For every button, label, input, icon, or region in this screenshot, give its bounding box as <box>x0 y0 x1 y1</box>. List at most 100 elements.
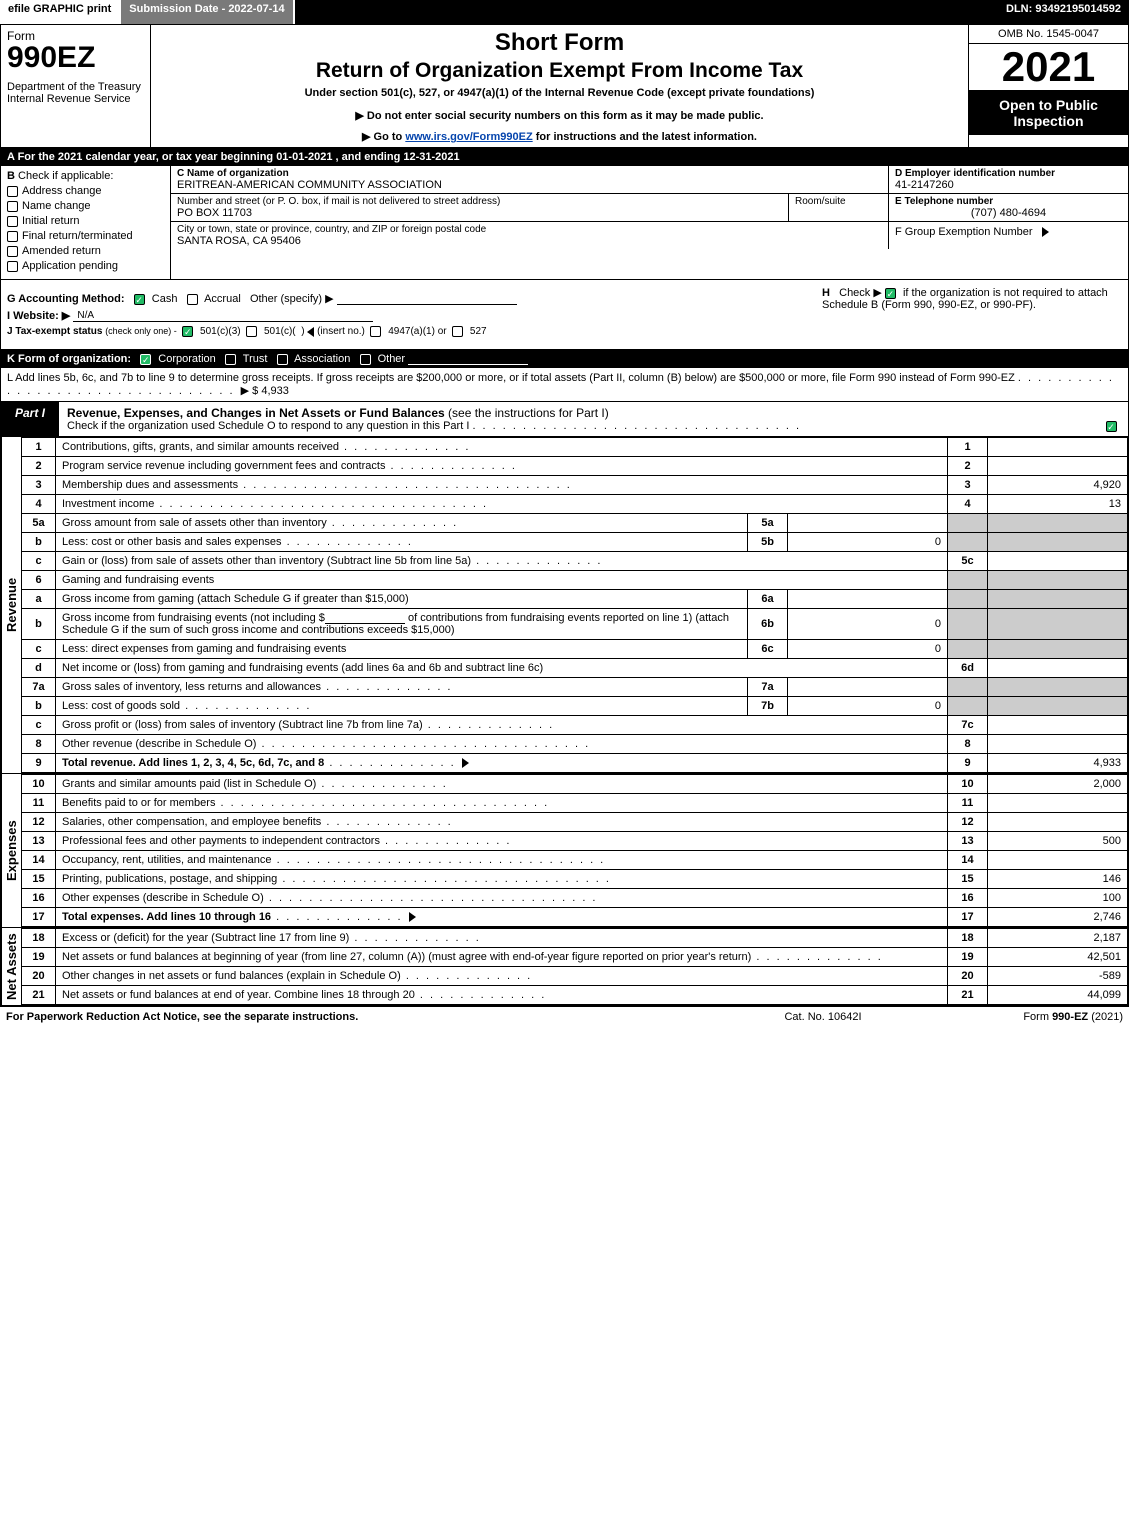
opt-application-pending[interactable]: Application pending <box>7 260 164 272</box>
line-5b: bLess: cost or other basis and sales exp… <box>22 533 1128 552</box>
d-cell: D Employer identification number 41-2147… <box>888 166 1128 193</box>
checkbox-icon[interactable] <box>7 201 18 212</box>
line-13: 13Professional fees and other payments t… <box>22 832 1128 851</box>
g-other: Other (specify) ▶ <box>250 293 334 305</box>
netassets-vlabel: Net Assets <box>1 928 21 1005</box>
footer-mid: Cat. No. 10642I <box>723 1011 923 1023</box>
checkbox-h-icon[interactable] <box>885 288 896 299</box>
line-amt <box>988 851 1128 870</box>
line-amt <box>988 659 1128 678</box>
subtitle-3: ▶ Go to www.irs.gov/Form990EZ for instru… <box>157 130 962 143</box>
g-other-input[interactable] <box>337 293 517 305</box>
line-ref: 1 <box>948 438 988 457</box>
line-9: 9Total revenue. Add lines 1, 2, 3, 4, 5c… <box>22 754 1128 773</box>
line-desc: Occupancy, rent, utilities, and maintena… <box>62 854 272 866</box>
line-6d: dNet income or (loss) from gaming and fu… <box>22 659 1128 678</box>
subtitle-1: Under section 501(c), 527, or 4947(a)(1)… <box>157 87 962 99</box>
line-desc: Other expenses (describe in Schedule O) <box>62 892 264 904</box>
arrow-icon <box>462 758 469 768</box>
opt-final-return[interactable]: Final return/terminated <box>7 230 164 242</box>
section-ghij: G Accounting Method: Cash Accrual Other … <box>1 280 1128 350</box>
netassets-table: 18Excess or (deficit) for the year (Subt… <box>21 928 1128 1005</box>
checkbox-4947-icon[interactable] <box>370 326 381 337</box>
line-8: 8Other revenue (describe in Schedule O)8 <box>22 735 1128 754</box>
footer-right-bold: 990-EZ <box>1052 1011 1088 1023</box>
header: Form 990EZ Department of the Treasury In… <box>1 25 1128 148</box>
line-amt: 500 <box>988 832 1128 851</box>
checkbox-other-icon[interactable] <box>360 354 371 365</box>
row-addr: Number and street (or P. O. box, if mail… <box>171 194 1128 222</box>
checkbox-527-icon[interactable] <box>452 326 463 337</box>
line-amt <box>988 716 1128 735</box>
part1-check <box>1098 402 1128 436</box>
dots-icon <box>415 989 546 1001</box>
blank-input[interactable] <box>325 612 405 624</box>
line-desc: Gross amount from sale of assets other t… <box>62 517 327 529</box>
line-desc: Net assets or fund balances at beginning… <box>62 951 751 963</box>
dots-icon <box>339 441 470 453</box>
checkbox-corp-icon[interactable] <box>140 354 151 365</box>
line-desc: Excess or (deficit) for the year (Subtra… <box>62 932 349 944</box>
dots-icon <box>180 700 311 712</box>
checkbox-icon[interactable] <box>7 216 18 227</box>
dots-icon <box>271 911 402 923</box>
line-desc: Total revenue. Add lines 1, 2, 3, 4, 5c,… <box>62 757 324 769</box>
line-14: 14Occupancy, rent, utilities, and mainte… <box>22 851 1128 870</box>
line-amt: 2,746 <box>988 908 1128 927</box>
line-desc: Grants and similar amounts paid (list in… <box>62 778 316 790</box>
opt-label: Final return/terminated <box>22 230 133 242</box>
main-title: Return of Organization Exempt From Incom… <box>157 59 962 83</box>
row-bcd: B Check if applicable: Address change Na… <box>1 166 1128 280</box>
checkbox-501c3-icon[interactable] <box>182 326 193 337</box>
dots-icon <box>324 757 455 769</box>
arrow-left-icon <box>307 327 314 337</box>
line-16: 16Other expenses (describe in Schedule O… <box>22 889 1128 908</box>
line-desc: Gross income from fundraising events (no… <box>62 612 325 624</box>
f-cell: F Group Exemption Number <box>888 222 1128 249</box>
revenue-table: 1Contributions, gifts, grants, and simil… <box>21 437 1128 773</box>
irs-link[interactable]: www.irs.gov/Form990EZ <box>405 131 532 143</box>
checkbox-501c-icon[interactable] <box>246 326 257 337</box>
dots-icon <box>321 681 452 693</box>
line-1: 1Contributions, gifts, grants, and simil… <box>22 438 1128 457</box>
line-desc: Gain or (loss) from sale of assets other… <box>62 555 471 567</box>
sub-amt <box>788 514 948 533</box>
checkbox-assoc-icon[interactable] <box>277 354 288 365</box>
checkbox-icon[interactable] <box>7 186 18 197</box>
checkbox-icon[interactable] <box>7 231 18 242</box>
opt-name-change[interactable]: Name change <box>7 200 164 212</box>
line-amt: 4,920 <box>988 476 1128 495</box>
footer: For Paperwork Reduction Act Notice, see … <box>0 1006 1129 1027</box>
line-desc: Net assets or fund balances at end of ye… <box>62 989 415 1001</box>
checkbox-icon[interactable] <box>7 261 18 272</box>
header-left: Form 990EZ Department of the Treasury In… <box>1 25 151 147</box>
checkbox-trust-icon[interactable] <box>225 354 236 365</box>
checkbox-accrual-icon[interactable] <box>187 294 198 305</box>
efile-print[interactable]: efile GRAPHIC print <box>0 0 121 24</box>
expenses-table: 10Grants and similar amounts paid (list … <box>21 774 1128 927</box>
checkbox-cash-icon[interactable] <box>134 294 145 305</box>
line-amt <box>988 438 1128 457</box>
col-cd: C Name of organization ERITREAN-AMERICAN… <box>171 166 1128 279</box>
opt-amended-return[interactable]: Amended return <box>7 245 164 257</box>
part1-sub: Check if the organization used Schedule … <box>67 420 1090 432</box>
line-desc: Other changes in net assets or fund bala… <box>62 970 401 982</box>
row-city: City or town, state or province, country… <box>171 222 1128 249</box>
line-desc: Investment income <box>62 498 154 510</box>
dots-icon <box>282 536 413 548</box>
dots-icon <box>316 778 447 790</box>
line-21: 21Net assets or fund balances at end of … <box>22 986 1128 1005</box>
dots-icon <box>751 951 882 963</box>
checkbox-parto-icon[interactable] <box>1106 421 1117 432</box>
line-6: 6Gaming and fundraising events <box>22 571 1128 590</box>
dots-icon <box>423 719 554 731</box>
form-number: 990EZ <box>7 43 144 73</box>
k-other-input[interactable] <box>408 353 528 365</box>
checkbox-icon[interactable] <box>7 246 18 257</box>
line-ref: 13 <box>948 832 988 851</box>
opt-initial-return[interactable]: Initial return <box>7 215 164 227</box>
opt-address-change[interactable]: Address change <box>7 185 164 197</box>
line-6c: cLess: direct expenses from gaming and f… <box>22 640 1128 659</box>
org-name: ERITREAN-AMERICAN COMMUNITY ASSOCIATION <box>177 179 882 191</box>
line-ref: 8 <box>948 735 988 754</box>
